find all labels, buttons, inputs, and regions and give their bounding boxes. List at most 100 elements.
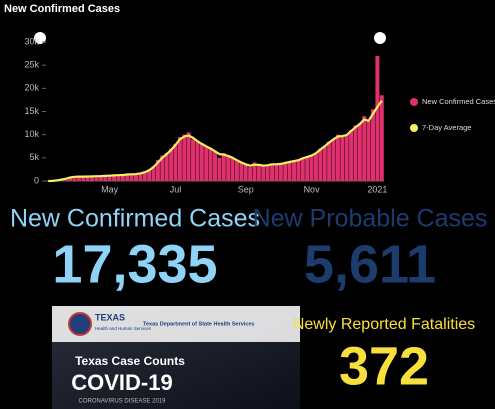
x-tick-label: Nov	[304, 184, 321, 194]
bar	[81, 176, 86, 181]
chart-title: New Confirmed Cases	[4, 3, 120, 15]
bar	[85, 176, 90, 181]
bar	[265, 164, 270, 181]
bar	[296, 160, 301, 181]
bar	[155, 160, 160, 181]
y-tick-label: 25k	[24, 60, 39, 70]
bar	[90, 175, 95, 181]
bar	[134, 173, 138, 181]
bar	[186, 132, 191, 181]
bar	[120, 174, 125, 181]
bar	[278, 163, 283, 181]
plot: 0 5k 10k 15k 20k 25k 30k May Jul Sep Nov 2021 New Co…	[24, 36, 495, 194]
bar	[195, 141, 200, 181]
y-tick-label: 20k	[24, 83, 39, 93]
bar	[239, 162, 244, 181]
legend-marker	[410, 98, 418, 106]
bar	[169, 148, 174, 181]
bar	[191, 139, 196, 181]
bar	[313, 153, 318, 181]
bar	[248, 167, 253, 181]
bar	[283, 162, 288, 181]
bar	[160, 155, 165, 181]
bar	[322, 146, 327, 181]
bar	[221, 153, 226, 181]
bar	[375, 55, 380, 181]
bar	[68, 176, 73, 181]
bar	[129, 174, 134, 181]
banner-heading: Texas Case Counts	[75, 354, 185, 368]
bar	[204, 146, 209, 181]
bar	[173, 143, 178, 181]
agency: TEXAS	[95, 312, 125, 322]
stat-label: New Probable Cases	[253, 205, 488, 233]
y-tick-label: 0	[34, 175, 39, 185]
department: Texas Department of State Health Service…	[143, 321, 254, 327]
average-line	[48, 100, 383, 183]
y-tick-label: 30k	[24, 36, 39, 46]
banner-title: COVID-19	[71, 370, 172, 395]
bar	[103, 175, 108, 181]
x-tick-label: Jul	[170, 184, 182, 194]
bar	[199, 143, 204, 181]
legend-label: 7-Day Average	[422, 123, 471, 132]
stat-value: 372	[339, 336, 429, 396]
stat-label: Newly Reported Fatalities	[293, 316, 475, 333]
bar	[366, 120, 371, 181]
y-tick-label: 5k	[29, 152, 39, 162]
agency-sub: Health and Human Services	[95, 326, 152, 331]
stat-value: 5,611	[304, 234, 436, 294]
bar	[300, 157, 305, 181]
bar	[340, 136, 345, 181]
bar	[349, 130, 354, 181]
range-handle[interactable]	[374, 32, 386, 44]
bar	[234, 160, 239, 181]
range-handle[interactable]	[34, 32, 46, 44]
stat-label: New Confirmed Cases	[10, 205, 260, 233]
bar	[177, 136, 182, 181]
bar	[270, 163, 275, 181]
bar	[261, 166, 266, 181]
bar	[318, 148, 323, 181]
y-tick-label: 15k	[24, 106, 39, 116]
bar	[125, 174, 130, 181]
bar	[292, 161, 296, 181]
bar	[357, 123, 362, 181]
bar	[226, 155, 231, 181]
bar	[331, 139, 336, 181]
bar	[274, 164, 279, 181]
bar	[305, 156, 310, 181]
bar	[151, 166, 156, 181]
bar	[309, 155, 314, 181]
bar	[371, 109, 376, 181]
stat-value: 17,335	[52, 234, 217, 294]
bar	[76, 176, 81, 181]
bar	[147, 169, 152, 181]
bar	[217, 157, 222, 181]
x-tick-label: 2021	[367, 184, 387, 194]
banner-header	[52, 306, 300, 342]
bar	[335, 134, 340, 181]
bar	[344, 134, 349, 181]
bar	[243, 164, 248, 181]
bar	[164, 153, 169, 181]
bar	[327, 141, 332, 181]
bar	[112, 174, 117, 181]
bar	[72, 176, 77, 181]
bar	[230, 157, 235, 181]
bar	[252, 162, 257, 181]
bar	[362, 116, 367, 181]
bar	[116, 175, 121, 181]
legend-marker	[410, 124, 418, 132]
y-tick-label: 10k	[24, 129, 39, 139]
x-tick-label: Sep	[238, 184, 254, 194]
bar	[182, 134, 187, 181]
bar	[379, 95, 384, 181]
logo	[68, 312, 92, 336]
bar	[208, 148, 213, 181]
x-tick-label: May	[101, 184, 119, 194]
bar	[142, 171, 147, 181]
bar	[98, 175, 103, 181]
